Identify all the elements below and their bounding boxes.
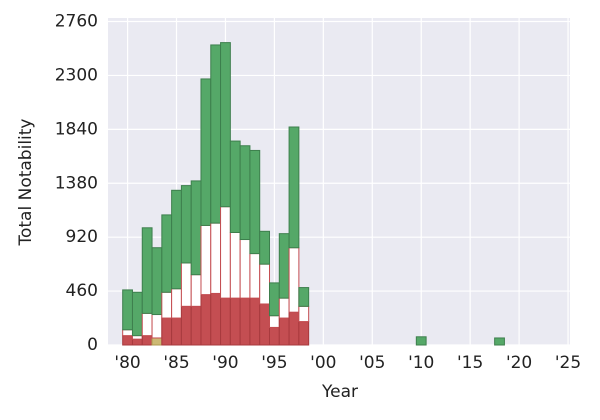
bar-segment: [298, 305, 310, 323]
y-tick-label: 0: [87, 335, 98, 355]
bar-segment: [229, 231, 241, 299]
bar-segment: [249, 297, 261, 346]
y-tick-label: 2760: [55, 12, 98, 32]
bar-segment: [259, 230, 271, 265]
bar-segment: [141, 227, 153, 314]
bar-segment: [278, 317, 290, 346]
bar-segment: [210, 44, 222, 224]
bar-segment: [180, 185, 192, 264]
bar-segment: [122, 329, 133, 337]
bar-segment: [141, 312, 153, 337]
x-tick-label: '25: [555, 353, 581, 373]
bar-segment: [171, 288, 182, 319]
bar-segment: [122, 289, 133, 331]
y-tick-label: 460: [66, 281, 98, 301]
bar-segment: [161, 317, 173, 346]
bar-segment: [122, 335, 133, 346]
bar-segment: [151, 314, 163, 339]
y-axis-label: Total Notability: [16, 119, 36, 247]
y-tick-label: 1840: [55, 119, 98, 139]
y-tick-label: 920: [66, 227, 98, 247]
y-tick-label: 1380: [55, 173, 98, 193]
bar-segment: [249, 149, 261, 255]
bar-segment: [141, 335, 153, 346]
bar-segment: [288, 126, 300, 249]
bar-segment: [220, 42, 231, 208]
x-tick-label: '90: [212, 353, 238, 373]
bar-segment: [269, 315, 280, 328]
bar-segment: [200, 294, 212, 346]
bar-segment: [210, 292, 222, 346]
bar-segment: [131, 338, 143, 346]
x-tick-label: '85: [163, 353, 189, 373]
bar-segment: [190, 305, 202, 346]
bar-segment: [288, 311, 300, 346]
x-tick-label: '00: [310, 353, 336, 373]
bar-segment: [278, 233, 290, 299]
bar-segment: [298, 287, 310, 307]
bar-segment: [190, 180, 202, 276]
bar-segment: [278, 297, 290, 319]
bar-segment: [171, 189, 182, 290]
bar-segment: [190, 274, 202, 307]
x-tick-label: '10: [408, 353, 434, 373]
bar-segment: [249, 253, 261, 299]
bar-segment: [180, 305, 192, 346]
bar-segment: [288, 247, 300, 313]
x-tick-label: '20: [506, 353, 532, 373]
y-tick-label: 2300: [55, 65, 98, 85]
bar-segment: [220, 206, 231, 299]
bar-segment: [161, 291, 173, 319]
bar-segment: [131, 335, 143, 340]
x-axis-label: Year: [321, 382, 358, 402]
bar-segment: [494, 337, 505, 346]
x-tick-label: '05: [359, 353, 385, 373]
bar-segment: [161, 214, 173, 293]
bar-segment: [229, 297, 241, 346]
bar-segment: [210, 222, 222, 294]
bar-segment: [171, 317, 182, 346]
bar-segment: [269, 326, 280, 346]
bar-segment: [220, 297, 231, 346]
bar-segment: [415, 336, 427, 346]
bar-segment: [229, 140, 241, 233]
bar-segment: [151, 337, 163, 346]
bar-segment: [131, 291, 143, 337]
bar-segment: [200, 224, 212, 296]
bar-segment: [200, 78, 212, 226]
bar-segment: [298, 321, 310, 346]
bar-segment: [151, 247, 163, 316]
bar-segment: [259, 303, 271, 346]
x-tick-label: '95: [261, 353, 287, 373]
bar-segment: [259, 263, 271, 305]
bar-segment: [239, 297, 251, 346]
bar-segment: [239, 145, 251, 241]
x-tick-label: '15: [457, 353, 483, 373]
bar-segment: [180, 262, 192, 307]
bar-segment: [269, 282, 280, 317]
bar-segment: [239, 239, 251, 299]
x-tick-label: '80: [114, 353, 140, 373]
